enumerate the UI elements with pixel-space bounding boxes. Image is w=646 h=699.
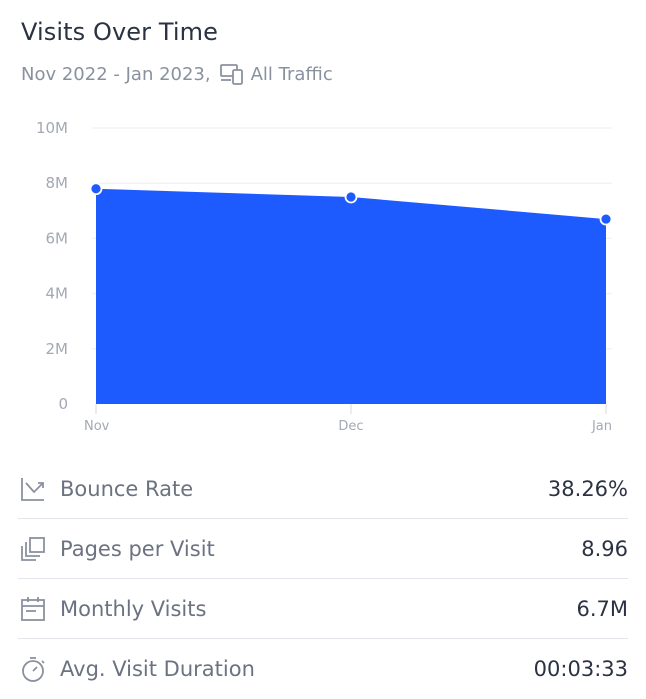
x-tick-label: Jan — [591, 419, 612, 434]
traffic-filter[interactable]: All Traffic — [250, 63, 333, 85]
metric-row-avg-visit-duration: Avg. Visit Duration 00:03:33 — [18, 639, 628, 699]
y-tick-label: 6M — [46, 229, 69, 247]
metric-value: 8.96 — [581, 536, 628, 561]
y-axis: 0 2M 4M 6M 8M 10M — [36, 119, 68, 413]
metric-row-pages-per-visit: Pages per Visit 8.96 — [18, 519, 628, 579]
metric-label: Monthly Visits — [60, 596, 207, 621]
x-tick-label: Nov — [84, 419, 110, 434]
metric-row-monthly-visits: Monthly Visits 6.7M — [18, 579, 628, 639]
date-range: Nov 2022 - Jan 2023, — [21, 63, 211, 85]
x-axis: Nov Dec Jan — [84, 404, 612, 434]
chart-subtitle: Nov 2022 - Jan 2023, All Traffic — [21, 62, 333, 86]
chart-title: Visits Over Time — [21, 18, 218, 46]
y-tick-label: 8M — [46, 174, 69, 192]
metric-label: Pages per Visit — [60, 536, 215, 561]
calendar-icon — [18, 594, 48, 624]
x-tick-label: Dec — [338, 419, 363, 434]
series-area — [96, 188, 606, 404]
y-tick-label: 2M — [46, 340, 69, 358]
chart-points[interactable] — [89, 182, 613, 226]
y-tick-label: 10M — [36, 119, 68, 137]
data-point[interactable] — [344, 190, 358, 204]
metrics-list: Bounce Rate 38.26% Pages per Visit 8.96 — [18, 459, 628, 699]
data-point[interactable] — [599, 212, 613, 226]
metric-label: Bounce Rate — [60, 476, 194, 501]
stacked-pages-icon — [18, 534, 48, 564]
metric-value: 00:03:33 — [533, 657, 628, 681]
chart-area-layer — [96, 188, 606, 404]
y-tick-label: 0 — [58, 395, 68, 413]
visits-chart: 0 2M 4M 6M 8M 10M Nov Dec Jan — [36, 119, 613, 434]
metric-value: 6.7M — [576, 596, 628, 621]
data-point[interactable] — [89, 182, 103, 196]
trend-arrow-icon — [18, 474, 48, 504]
y-tick-label: 4M — [46, 285, 69, 303]
stopwatch-icon — [18, 654, 48, 684]
metric-value: 38.26% — [547, 476, 628, 501]
metric-label: Avg. Visit Duration — [60, 657, 255, 681]
devices-icon — [219, 62, 245, 86]
metric-row-bounce-rate: Bounce Rate 38.26% — [18, 459, 628, 519]
